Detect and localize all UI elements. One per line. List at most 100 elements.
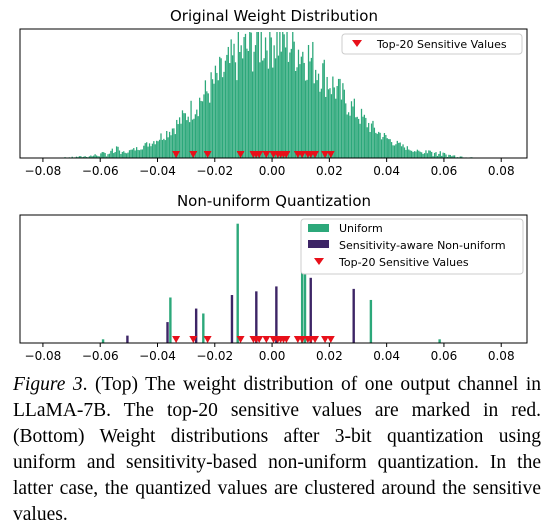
histogram-bar [243,37,245,159]
histogram-bar [101,152,103,158]
uniform-bar [369,299,373,343]
histogram-bar [309,61,311,159]
histogram-bar [201,101,204,158]
histogram-bar [432,156,434,158]
histogram-bar [140,149,142,158]
bottom-quantization-bars [101,223,441,343]
histogram-bar [262,60,264,158]
sensitive-value-marker [255,151,264,158]
histogram-bar [114,151,116,158]
uniform-bar [101,339,105,343]
histogram-bar [445,154,447,158]
histogram-bar [340,99,343,158]
histogram-bar [189,122,191,158]
histogram-bar [355,117,357,158]
histogram-bar [276,32,278,158]
x-tick-label: 0.08 [488,349,515,363]
histogram-bar [184,113,186,158]
histogram-bar [211,79,214,158]
histogram-bar [362,116,364,158]
histogram-bar [322,63,324,158]
bottom-legend: Uniform Sensitivity-aware Non-uniform To… [300,218,524,275]
histogram-bar [80,156,82,158]
histogram-bar [451,156,453,158]
histogram-bar [213,83,215,158]
histogram-bar [350,101,353,158]
histogram-bar [160,133,162,158]
histogram-bar [147,146,149,158]
histogram-bar [366,127,368,158]
nonuniform-bar [255,291,258,343]
x-tick-label: 0.04 [373,349,400,363]
histogram-bar [164,140,166,158]
histogram-bar [166,130,168,158]
histogram-bar [269,32,271,158]
histogram-bar [339,78,341,158]
histogram-bar [144,143,146,158]
histogram-bar [428,150,430,158]
histogram-bar [167,137,169,158]
histogram-bar [233,43,235,158]
histogram-bar [263,58,265,159]
bottom-chart-panel: Non-uniform Quantization −0.08 −0.06 −0.04… [19,192,528,363]
histogram-bar [118,150,121,158]
histogram-bar [103,152,105,158]
histogram-bar [356,116,358,158]
histogram-bar [306,79,308,158]
histogram-bar [435,152,437,158]
histogram-bar [433,152,436,158]
x-tick-label: 0.06 [431,349,458,363]
histogram-bar [134,150,136,158]
histogram-bar [240,45,242,158]
histogram-bar [386,138,388,158]
nonuniform-bar [275,286,278,343]
top-axes-frame [19,28,528,159]
histogram-bar [193,118,195,158]
x-tick-label: −0.06 [82,349,119,363]
histogram-bar [253,51,255,158]
histogram-bar [349,115,351,158]
histogram-bar [426,153,429,158]
histogram-bar [363,114,366,158]
histogram-bar [108,153,111,158]
histogram-bar [376,133,378,158]
histogram-bar [180,123,182,158]
histogram-bar [200,100,202,158]
histogram-bar [104,153,106,158]
uniform-bar [300,266,304,343]
x-tick-label: 0.02 [316,164,343,178]
histogram-bar [196,109,198,158]
x-tick-label: 0.06 [431,164,458,178]
histogram-bar [302,51,304,159]
histogram-bar [316,80,318,158]
legend-nonuniform-label: Sensitivity-aware Non-uniform [339,239,506,252]
histogram-bar [408,149,410,158]
histogram-bar [257,32,260,158]
bottom-x-axis: −0.08 −0.06 −0.04 −0.02 0.00 0.02 0.04 0.06 0.08 [25,343,515,363]
histogram-bar [368,122,370,158]
histogram-bar [178,117,181,158]
histogram-bar [452,155,454,158]
histogram-bar [333,87,335,158]
histogram-bar [342,83,344,158]
histogram-bar [226,54,228,158]
sensitive-value-marker [172,336,181,343]
histogram-bar [319,91,321,158]
histogram-bar [113,153,115,158]
sensitive-value-marker [255,336,264,343]
histogram-bar [330,94,333,158]
histogram-bar [121,151,123,158]
histogram-bar [292,32,294,158]
histogram-bar [369,131,371,158]
histogram-bar [256,32,258,158]
nonuniform-bar [126,335,129,343]
histogram-bar [459,156,461,158]
histogram-bar [274,58,277,158]
histogram-bar [425,150,427,158]
histogram-bar [385,134,387,158]
histogram-bar [405,149,407,158]
histogram-bar [168,131,171,158]
histogram-bar [133,148,135,158]
x-tick-label: −0.08 [25,349,62,363]
histogram-bar [359,123,361,158]
